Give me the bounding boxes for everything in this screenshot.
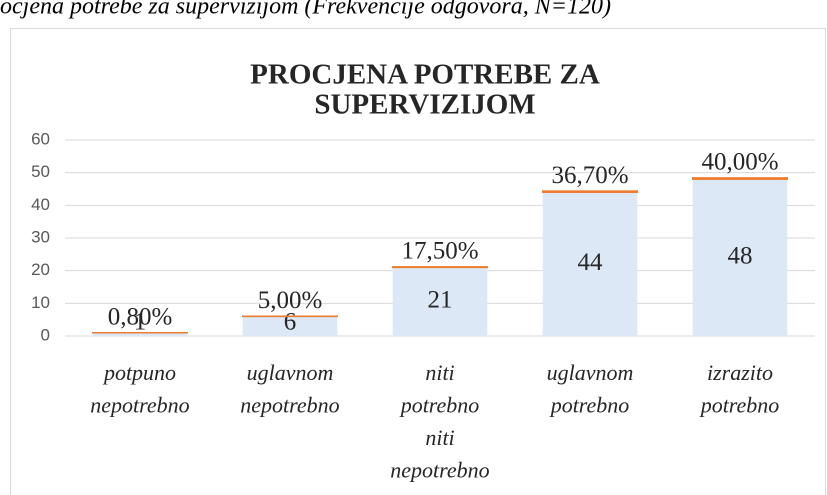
y-tick-label: 0 [41, 325, 50, 344]
chart-frame [10, 28, 826, 495]
x-tick-label: potrebno [549, 393, 630, 418]
y-tick-label: 50 [31, 162, 50, 181]
bar [92, 332, 188, 336]
bar-count-label: 44 [578, 249, 604, 276]
bar [242, 316, 338, 336]
x-tick-label: izrazito [707, 360, 773, 385]
bar-percent-label: 17,50% [401, 238, 478, 265]
caption: ocjena potrebe za supervizijom (Frekvenc… [0, 0, 611, 20]
x-tick-label: uglavnom [247, 360, 334, 385]
bar [692, 177, 788, 180]
bar-percent-label: 0,80% [108, 303, 173, 330]
y-tick-label: 60 [31, 129, 50, 148]
bar [392, 266, 488, 269]
x-tick-label: potrebno [699, 393, 780, 418]
bar [692, 179, 788, 336]
bar [542, 192, 638, 336]
y-tick-label: 10 [31, 293, 50, 312]
x-tick-label: niti [425, 360, 454, 385]
bar-percent-label: 36,70% [551, 162, 628, 189]
x-tick-label: potrebno [399, 393, 480, 418]
x-tick-label: nepotrebno [390, 458, 489, 483]
bar [392, 267, 488, 336]
x-tick-label: uglavnom [547, 360, 634, 385]
x-tick-label: nepotrebno [90, 393, 189, 418]
bar-percent-label: 40,00% [701, 149, 778, 176]
bar-count-label: 21 [428, 286, 453, 313]
chart-title: PROCJENA POTREBE ZA [250, 59, 600, 91]
y-tick-label: 30 [31, 227, 50, 246]
bar-count-label: 1 [134, 309, 147, 336]
bar-count-label: 6 [284, 309, 297, 336]
bar-count-label: 48 [728, 242, 753, 269]
y-tick-label: 40 [31, 195, 50, 214]
bar [542, 190, 638, 194]
x-tick-label: niti [425, 425, 454, 450]
x-tick-label: nepotrebno [240, 393, 339, 418]
bar-percent-label: 5,00% [258, 287, 323, 314]
chart-title: SUPERVIZIJOM [314, 89, 535, 121]
y-tick-label: 20 [31, 260, 50, 279]
x-tick-label: potpuno [102, 360, 176, 385]
